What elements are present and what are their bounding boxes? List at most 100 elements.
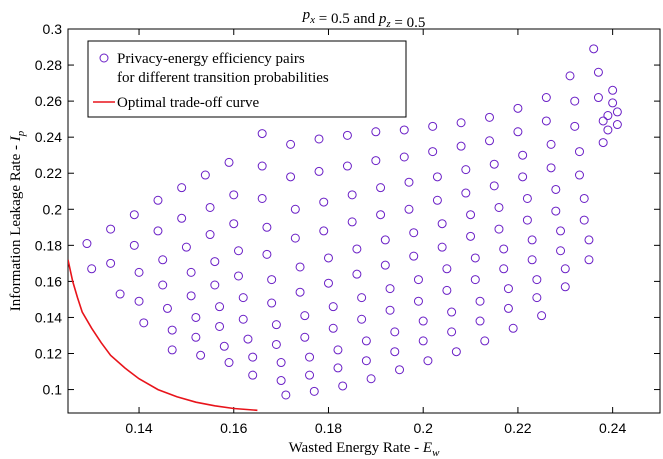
scatter-point xyxy=(238,314,248,324)
scatter-point xyxy=(106,224,116,234)
scatter-point xyxy=(210,280,220,290)
legend: Privacy-energy efficiency pairs for diffe… xyxy=(87,40,407,118)
scatter-point xyxy=(181,242,191,252)
scatter-point xyxy=(413,275,423,285)
scatter-point xyxy=(191,312,201,322)
scatter-point xyxy=(224,157,234,167)
scatter-point xyxy=(522,193,532,203)
scatter-point xyxy=(380,235,390,245)
scatter-point xyxy=(186,267,196,277)
scatter-point xyxy=(162,303,172,313)
scatter-point xyxy=(608,85,618,95)
scatter-point xyxy=(556,246,566,256)
scatter-point xyxy=(546,163,556,173)
scatter-point xyxy=(470,275,480,285)
scatter-point xyxy=(593,93,603,103)
scatter-point xyxy=(385,284,395,294)
scatter-point xyxy=(352,269,362,279)
scatter-point xyxy=(527,255,537,265)
scatter-point xyxy=(177,183,187,193)
plot-area: 0.14 0.16 0.18 0.2 0.22 0.24 0.1 0.12 0.14 0.16 0.… xyxy=(35,21,661,436)
scatter-point xyxy=(205,202,215,212)
scatter-point xyxy=(281,390,291,400)
scatter-point xyxy=(342,130,352,140)
scatter-point xyxy=(560,282,570,292)
scatter-point xyxy=(541,116,551,126)
data-layer xyxy=(68,44,622,412)
scatter-point xyxy=(243,334,253,344)
scatter-point xyxy=(456,141,466,151)
legend-label-scatter: for different transition probabilities xyxy=(117,70,329,86)
scatter-point xyxy=(413,296,423,306)
x-tick-label: 0.18 xyxy=(315,420,342,436)
scatter-point xyxy=(503,284,513,294)
scatter-point xyxy=(518,172,528,182)
axes-box xyxy=(67,28,661,414)
y-tick-label: 0.16 xyxy=(35,273,62,289)
scatter-point xyxy=(556,226,566,236)
scatter-point xyxy=(513,103,523,113)
scatter-point xyxy=(376,210,386,220)
scatter-point xyxy=(376,183,386,193)
scatter-point xyxy=(134,296,144,306)
y-tick-label: 0.26 xyxy=(35,93,62,109)
trade-off-curve xyxy=(68,259,258,412)
scatter-point xyxy=(579,193,589,203)
scatter-point xyxy=(314,134,324,144)
scatter-point xyxy=(233,246,243,256)
scatter-point xyxy=(129,210,139,220)
scatter-point xyxy=(560,264,570,274)
scatter-point xyxy=(409,228,419,238)
scatter-point xyxy=(612,120,622,130)
scatter-point xyxy=(570,96,580,106)
scatter-point xyxy=(267,298,277,308)
y-tick-label: 0.18 xyxy=(35,237,62,253)
scatter-point xyxy=(423,356,433,366)
y-tick-label: 0.1 xyxy=(43,382,63,398)
x-tick-label: 0.14 xyxy=(125,420,152,436)
legend-box xyxy=(87,40,407,118)
scatter-point xyxy=(466,231,476,241)
scatter-point xyxy=(153,195,163,205)
scatter-point xyxy=(248,370,258,380)
scatter-point xyxy=(215,302,225,312)
scatter-point xyxy=(219,341,229,351)
scatter-point xyxy=(215,321,225,331)
scatter-point xyxy=(399,152,409,162)
scatter-point xyxy=(333,345,343,355)
scatter-point xyxy=(537,311,547,321)
scatter-point xyxy=(574,147,584,157)
scatter-point xyxy=(489,159,499,169)
scatter-point xyxy=(380,260,390,270)
scatter-point xyxy=(390,347,400,357)
scatter-point xyxy=(480,336,490,346)
scatter-point xyxy=(593,67,603,77)
scatter-point xyxy=(271,339,281,349)
scatter-point xyxy=(352,244,362,254)
scatter-point xyxy=(357,314,367,324)
scatter-point xyxy=(319,197,329,207)
x-axis-label: Wasted Energy Rate - Ew xyxy=(289,440,440,459)
scatter-point xyxy=(186,291,196,301)
scatter-point xyxy=(328,302,338,312)
scatter-point xyxy=(257,129,267,139)
scatter-point xyxy=(262,222,272,232)
scatter-point xyxy=(565,71,575,81)
scatter-point xyxy=(546,139,556,149)
scatter-point xyxy=(286,139,296,149)
y-tick-label: 0.12 xyxy=(35,346,62,362)
scatter-point xyxy=(598,116,608,126)
scatter-point xyxy=(87,264,97,274)
scatter-point xyxy=(470,253,480,263)
scatter-point xyxy=(494,202,504,212)
scatter-point xyxy=(447,327,457,337)
scatter-point xyxy=(432,195,442,205)
scatter-point xyxy=(224,358,234,368)
scatter-point xyxy=(456,118,466,128)
scatter-point xyxy=(106,258,116,268)
scatter-point xyxy=(527,235,537,245)
scatter-point xyxy=(532,293,542,303)
scatter-point xyxy=(437,219,447,229)
scatter-point xyxy=(276,358,286,368)
